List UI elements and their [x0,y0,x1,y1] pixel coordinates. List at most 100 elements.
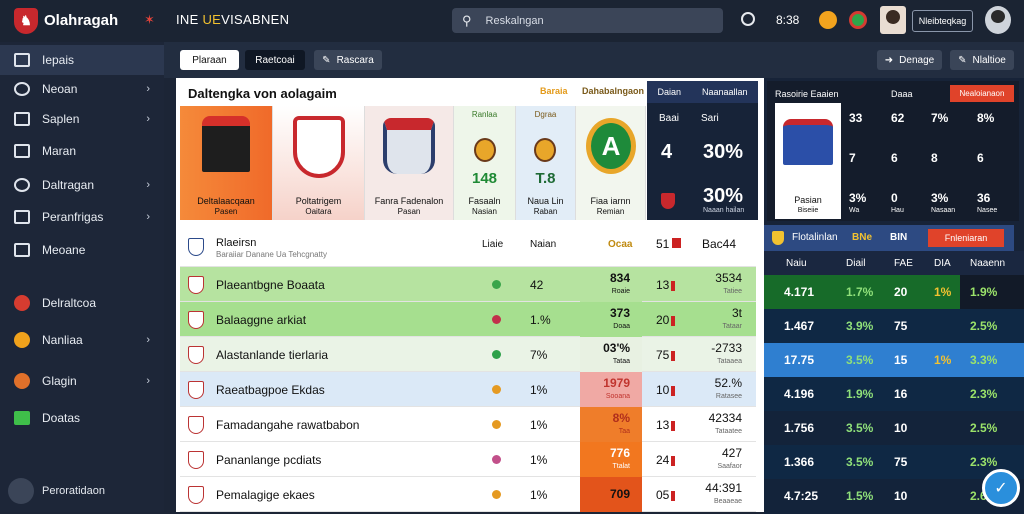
sidebar-item-3[interactable]: Maran [0,136,164,166]
header-col-1[interactable]: Liaie [482,239,504,250]
table-row[interactable]: Famadangahe rawatbabon 1% 8% Taa 13 42334 Tata… [180,407,756,442]
sidebar-item-1[interactable]: Neoan › [0,74,164,104]
featured-tag-1[interactable]: Baraia [540,86,568,96]
sidebar-item-label: Saplen [42,112,80,126]
tab-plaraan[interactable]: Plaraan [180,50,239,70]
chat-fab-button[interactable]: ✓ [982,469,1020,507]
col-header[interactable]: DIA [934,258,951,269]
team-name: Balaaggne arkiat [216,313,307,327]
right-button-2[interactable]: ✎ Nlaltioe [950,50,1014,70]
featured-tag-2[interactable]: Dahabalngaon [582,86,645,96]
row-value-3-text: 75 [656,348,670,362]
table-row[interactable]: Pemalagige ekaes 1% 709 05 44:391 Beaaeae [180,477,756,512]
cell-b: 3.5% [846,421,874,435]
sidebar-item-label: Neoan [42,82,78,96]
stat-cell: 7 [849,151,856,165]
user-menu-button[interactable]: Nleibteqkag [912,10,973,32]
sidebar-item-10[interactable]: Doatas [0,403,164,433]
cell-e: 2.5% [970,319,998,333]
star-icon[interactable]: ✶ [144,12,155,27]
col-header[interactable]: Naiu [786,258,807,269]
logo-shield-icon[interactable]: ♞ [14,8,38,34]
table-row[interactable]: 1.467 3.9% 75 2.5% [764,309,1024,344]
table-row[interactable]: Balaaggne arkiat 1.% 373 Doaa 20 3t Tataar [180,302,756,337]
sidebar-item-5[interactable]: Peranfrigas › [0,202,164,232]
card-subcaption: Pasen [214,207,238,216]
clock-icon[interactable] [741,12,755,26]
row-value-2: 709 [580,477,642,512]
stat-cell: 36 [977,191,991,205]
chat-icon: ✓ [994,480,1008,497]
col-header[interactable]: Naaenn [970,258,1006,269]
col-header[interactable]: Diail [846,258,866,269]
header-col-5[interactable]: Bac44 [702,237,737,251]
team-card[interactable]: Poltatrigem Oaitara [273,106,365,220]
status-dot-icon [492,420,501,429]
section-button[interactable]: Fnleniaran [928,229,1004,247]
card-caption: Deltalaacqaan [197,196,255,206]
coin-icon[interactable] [819,11,837,29]
table-row[interactable]: Raeatbagpoe Ekdas 1% 1979 Sooana 10 52.% Ratas… [180,372,756,407]
sidebar-item-label: Peranfrigas [42,210,104,224]
col-header[interactable]: FAE [894,258,913,269]
table-row[interactable]: 1.366 3.5% 75 2.3% [764,445,1024,480]
search-input[interactable]: ⚲ Reskalngan [452,8,723,33]
table-row[interactable]: 4.196 1.9% 16 2.3% [764,377,1024,412]
table-row[interactable]: 1.756 3.5% 10 2.5% [764,411,1024,446]
row-value-3-text: 10 [656,383,670,397]
cell-c: 10 [894,421,908,435]
news-ticker: INE UEVISABNEN [176,12,289,27]
sidebar-item-9[interactable]: Glagin › [0,366,164,396]
sidebar-item-0[interactable]: Iepais [0,45,164,75]
section-tag-b[interactable]: BIN [890,232,908,243]
sidebar-item-label: Nanliaa [42,333,83,347]
table-row[interactable]: 4.171 1.7% 20 1% 1.9% [764,275,1024,310]
row-value-1: 1% [530,488,548,502]
shield-icon [661,193,675,209]
row-value-2-main: 03'% [603,340,630,355]
header-col-3[interactable]: Ocaa [608,239,633,250]
section-tag-a[interactable]: BNe [852,232,873,243]
brand-name[interactable]: Olahragah [44,12,119,29]
sidebar-item-2[interactable]: Saplen › [0,104,164,134]
stat-sublabel: Nasee [977,207,998,214]
panel-header-2[interactable]: Naanaallan [701,87,748,97]
ball-icon[interactable] [849,11,867,29]
section-header: Flotalinlan BNe BIN Fnleniaran [764,225,1014,251]
live-button[interactable]: Nealoianaon [950,85,1014,102]
stat-cell: 33 [849,111,863,125]
status-dot-icon [492,385,501,394]
table-header: Rlaeirsn Baraiiar Danane Ua Tehcgnatty L… [180,229,756,267]
sidebar-item-6[interactable]: Meoane [0,235,164,265]
panel-value-2: 30% [703,141,744,163]
header-col-2[interactable]: Naian [530,239,557,250]
avatar[interactable] [880,6,906,34]
tab-raetcoai[interactable]: Raetcoai [245,50,305,70]
team-card[interactable]: Dgraa T.8 Naua Lin Raban [516,106,576,220]
table-row[interactable]: Plaeantbgne Boaata 42 834 Roaie 13 3534 Tatiee [180,267,756,302]
row-value-3-text: 20 [656,313,670,327]
team-card[interactable]: Fanra Fadenalon Pasan [365,106,454,220]
sidebar-item-7[interactable]: Delraltcoa [0,288,164,318]
right-button-1[interactable]: ➜ Denage [877,50,942,70]
row-value-4-sub: Ratasee [715,393,742,400]
sidebar-item-8[interactable]: Nanliaa › [0,325,164,355]
table-row[interactable]: 17.75 3.5% 15 1% 3.3% [764,343,1024,378]
profile-avatar[interactable] [985,6,1011,34]
sidebar-item-4[interactable]: Daltragan › [0,170,164,200]
player-card[interactable]: Pasian Biseiie [775,103,841,219]
edit-icon: ✎ [958,54,967,66]
header-col-4[interactable]: 51 [656,237,670,251]
table-row[interactable]: Alastanlande tierlaria 7% 03'% Tataa 75 -2733… [180,337,756,372]
team-card[interactable]: Deltalaacqaan Pasen [180,106,273,220]
cell-c: 10 [894,489,908,503]
tab-rascara[interactable]: ✎ Rascara [314,50,382,70]
team-card[interactable]: A Fiaa iarnn Remian [576,106,646,220]
cell-c: 20 [894,285,908,299]
sidebar-footer[interactable]: Peroratidaon [8,478,105,504]
team-card[interactable]: Ranlaa 148 Fasaaln Nasian [454,106,516,220]
card-caption: Fasaaln [468,196,501,206]
panel-header-1[interactable]: Daian [657,87,681,97]
table-row[interactable]: Pananlange pcdiats 1% 776 Ttalat 24 427 Saafao… [180,442,756,477]
crest-icon [188,311,204,329]
